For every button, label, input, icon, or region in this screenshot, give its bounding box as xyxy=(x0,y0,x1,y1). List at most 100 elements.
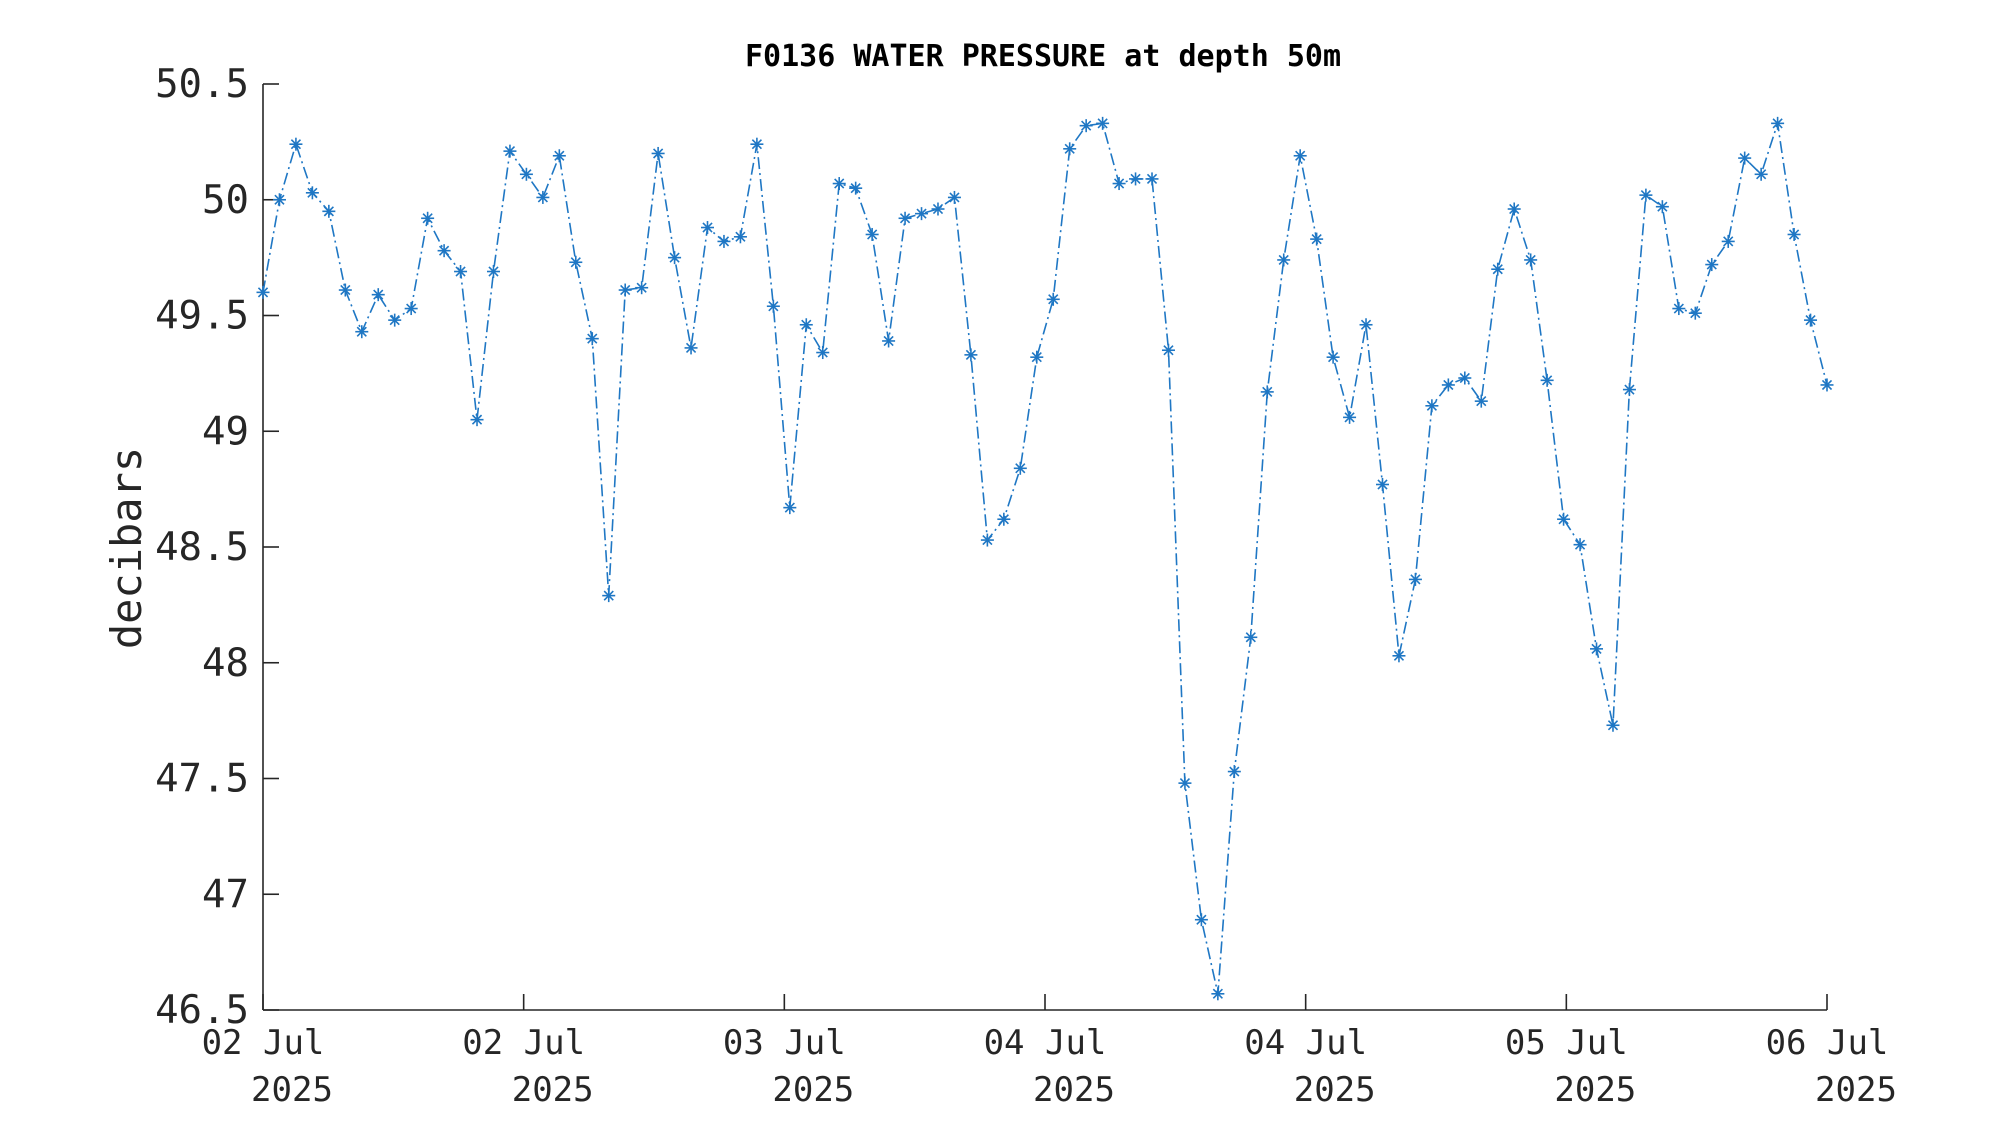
x-tick-label-day: 02 Jul xyxy=(462,1023,585,1063)
x-tick-label-day: 05 Jul xyxy=(1505,1023,1628,1063)
data-point xyxy=(421,211,435,225)
data-point xyxy=(898,211,912,225)
data-point xyxy=(1804,313,1818,327)
data-point xyxy=(1227,765,1241,779)
data-point xyxy=(585,332,599,346)
data-point xyxy=(1129,172,1143,186)
data-point xyxy=(1524,253,1538,267)
data-point xyxy=(1145,172,1159,186)
y-tick-label: 50.5 xyxy=(155,62,249,107)
data-point xyxy=(882,334,896,348)
data-point xyxy=(1573,538,1587,552)
data-point xyxy=(849,181,863,195)
y-tick-label: 49 xyxy=(202,409,249,454)
x-tick-label-day: 02 Jul xyxy=(202,1023,325,1063)
data-point xyxy=(1178,776,1192,790)
data-point xyxy=(997,512,1011,526)
data-point xyxy=(1260,385,1274,399)
data-point xyxy=(503,144,517,158)
data-point xyxy=(536,190,550,204)
data-point xyxy=(1474,394,1488,408)
data-point xyxy=(289,137,303,151)
data-point xyxy=(1293,149,1307,163)
x-tick-label-day: 04 Jul xyxy=(1244,1023,1367,1063)
y-tick-label: 46.5 xyxy=(155,988,249,1033)
data-point xyxy=(701,221,715,235)
y-tick-label: 48 xyxy=(202,641,249,686)
data-point xyxy=(1079,119,1093,133)
x-tick-label-year: 2025 xyxy=(1554,1070,1636,1110)
y-tick-label: 50 xyxy=(202,178,249,223)
data-point xyxy=(1491,262,1505,276)
data-point xyxy=(733,230,747,244)
data-point xyxy=(256,285,270,299)
data-point xyxy=(1590,642,1604,656)
data-point xyxy=(486,265,500,279)
data-point xyxy=(980,533,994,547)
data-point xyxy=(931,202,945,216)
data-point xyxy=(915,207,929,221)
x-tick-label-year: 2025 xyxy=(1033,1070,1115,1110)
data-point xyxy=(1310,232,1324,246)
y-axis-label: decibars xyxy=(102,447,151,649)
data-point xyxy=(750,137,764,151)
data-point xyxy=(454,265,468,279)
data-point xyxy=(1622,383,1636,397)
data-point xyxy=(799,318,813,332)
data-point xyxy=(1721,234,1735,248)
data-point xyxy=(1557,512,1571,526)
data-point xyxy=(1063,142,1077,156)
data-point xyxy=(404,302,418,316)
data-point xyxy=(371,288,385,302)
data-point xyxy=(1030,350,1044,364)
data-point xyxy=(338,283,352,297)
data-point xyxy=(832,177,846,191)
data-point xyxy=(947,190,961,204)
data-point xyxy=(618,283,632,297)
y-tick-label: 48.5 xyxy=(155,525,249,570)
data-point xyxy=(1441,378,1455,392)
data-point xyxy=(651,146,665,160)
data-point xyxy=(1672,302,1686,316)
data-point xyxy=(684,341,698,355)
data-point xyxy=(1606,718,1620,732)
data-point xyxy=(783,501,797,515)
data-point xyxy=(388,313,402,327)
data-point xyxy=(1194,913,1208,927)
y-tick-label: 49.5 xyxy=(155,294,249,339)
data-point xyxy=(1754,167,1768,181)
data-point xyxy=(1820,378,1834,392)
data-point xyxy=(1277,253,1291,267)
data-point xyxy=(766,299,780,313)
data-point xyxy=(1425,399,1439,413)
data-point xyxy=(519,167,533,181)
data-point xyxy=(569,255,583,269)
data-point xyxy=(1688,306,1702,320)
data-point xyxy=(1738,151,1752,165)
data-point xyxy=(635,281,649,295)
data-point xyxy=(602,589,616,603)
data-point xyxy=(552,149,566,163)
data-point xyxy=(1375,477,1389,491)
data-point xyxy=(1244,630,1258,644)
chart-title: F0136 WATER PRESSURE at depth 50m xyxy=(745,39,1341,74)
x-tick-label-year: 2025 xyxy=(512,1070,594,1110)
data-point xyxy=(1458,371,1472,385)
data-point xyxy=(1705,258,1719,272)
data-point xyxy=(964,348,978,362)
data-point xyxy=(1211,987,1225,1001)
data-point xyxy=(322,204,336,218)
data-point xyxy=(1392,649,1406,663)
series-water-pressure xyxy=(256,116,1834,1001)
data-point xyxy=(1096,116,1110,130)
x-tick-label-day: 04 Jul xyxy=(984,1023,1107,1063)
data-point xyxy=(305,186,319,200)
data-point xyxy=(1013,461,1027,475)
data-point xyxy=(717,234,731,248)
data-point xyxy=(355,325,369,339)
y-tick-label: 47.5 xyxy=(155,757,249,802)
x-tick-label-day: 06 Jul xyxy=(1766,1023,1889,1063)
data-point xyxy=(1112,177,1126,191)
